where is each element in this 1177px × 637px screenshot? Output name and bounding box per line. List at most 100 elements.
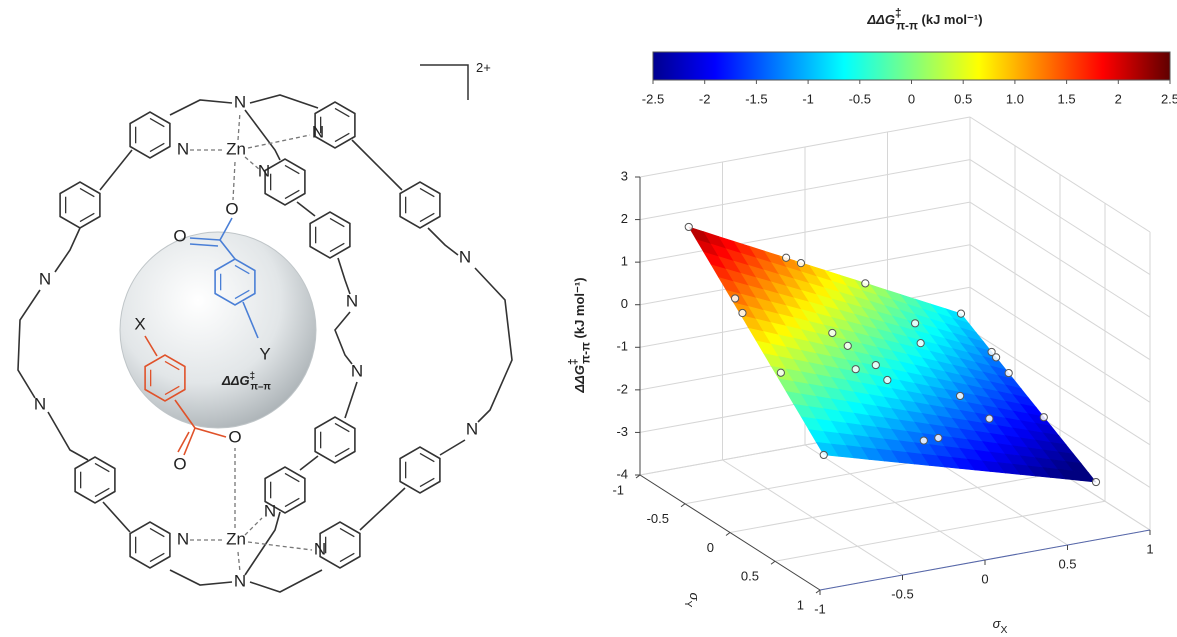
data-point [851,365,860,374]
bond [169,569,233,586]
y-tick-label: 1 [797,597,804,612]
atom-label: O [173,454,186,473]
data-point [985,414,994,423]
y-tick [635,474,641,479]
bond [249,569,323,593]
ring [264,466,306,514]
y-tick-label: -1 [612,482,624,497]
z-axis-label: ΔΔG‡π-π (kJ mol⁻¹) [567,277,593,393]
bond [244,511,281,576]
ring [399,446,441,494]
data-point [782,253,791,262]
atom-label: N [346,291,358,310]
charge-bracket [420,64,469,100]
bond [189,243,219,247]
y-axis-label: σY [682,593,702,608]
colorbar-tick-label: 0.5 [954,91,972,106]
atom-label: N [234,571,246,590]
bond [189,237,221,241]
ring-bond [94,462,110,473]
x-tick-label: 0.5 [1058,556,1076,571]
atom-label: N [264,501,276,520]
data-point [883,375,892,385]
x-tick-label: -0.5 [891,586,913,601]
ring-bond [339,527,355,538]
y-tick-label: -0.5 [647,511,669,526]
y-tick-label: 0 [707,540,714,555]
colorbar-tick-label: 0 [908,91,915,106]
data-point [1091,477,1101,487]
y-tick [770,560,776,565]
bond [144,335,158,357]
data-point [819,450,828,460]
ring-bond [149,142,165,153]
data-point [1004,368,1013,378]
bond [296,201,316,217]
ring-bond [164,360,180,371]
charge: 2+ [476,60,491,75]
ring-bond [334,107,350,118]
ring-bond [79,212,95,223]
ring-bond [149,527,165,538]
atom-label: X [134,314,145,333]
data-point [956,391,965,401]
ring-bond [234,264,250,275]
sphere-label: ΔΔG‡ π–π [221,371,271,393]
ring-bond [284,189,300,200]
z-tick-label: 0 [621,296,628,311]
data-point [684,222,693,232]
colorbar-tick-label: -1.5 [745,91,767,106]
data-point [987,347,996,357]
bond [242,301,259,339]
atom-label: N [39,269,51,288]
atom-label: O [225,199,238,218]
data-point [796,259,806,268]
ring-bond [339,552,355,563]
label-symbol: σ [687,593,702,602]
colorbar-tick-label: -2.5 [642,91,664,106]
ring-bond [334,447,350,458]
ring-bond [334,422,350,433]
label-symbol: ΔΔG [572,365,587,394]
atom-label: N [466,419,478,438]
ring-bond [94,487,110,498]
y-tick-label: 0.5 [741,569,759,584]
ring [309,211,351,259]
label-sub: X [1000,625,1007,636]
data-point [828,328,837,338]
data-point [861,279,870,288]
atom-label: N [312,122,324,141]
atom-label: N [351,361,363,380]
x-tick-label: -1 [814,601,826,616]
colorbar-title: ΔΔG‡ π-π (kJ mol⁻¹) [866,7,982,33]
colorbar-tick-label: -2 [699,91,711,106]
label-sub: π-π [896,19,918,32]
ring [129,111,171,159]
atom-label: O [228,427,241,446]
coordination [237,111,241,141]
z-tick-label: 1 [621,254,628,269]
ring-bond [234,289,250,300]
label-unit: (kJ mol⁻¹) [572,277,587,342]
bond [249,94,319,109]
bond [169,99,233,116]
data-point [916,339,925,348]
data-point [911,319,920,328]
label-symbol: ΔΔG [221,373,250,388]
coordination [244,517,263,536]
x-axis-label: σX [993,616,1008,636]
x-tick-label: 1 [1146,541,1153,556]
ring-bond [284,472,300,483]
data-point [1039,413,1048,422]
ring-bond [329,242,345,253]
y-tick [725,532,731,536]
grid-line [729,472,1061,533]
z-tick-label: -3 [616,424,628,439]
atom-label: N [177,139,189,158]
x-tick-label: 0 [981,571,988,586]
colorbar-tick-label: -0.5 [849,91,871,106]
label-unit: (kJ mol⁻¹) [918,12,983,27]
atom-label: N [34,394,46,413]
label-symbol: ΔΔG [866,12,895,27]
